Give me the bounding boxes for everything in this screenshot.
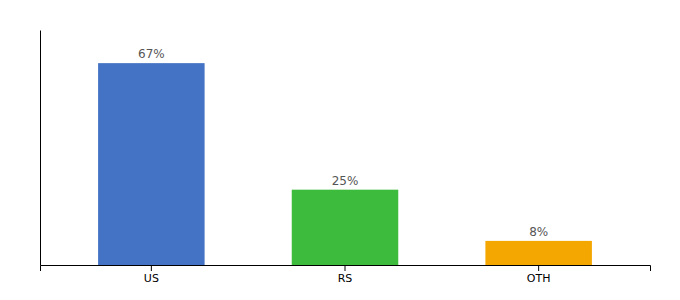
y-axis: [40, 31, 41, 266]
x-tick-label: OTH: [527, 272, 551, 285]
plot: 67% 25% 8% US RS OTH: [41, 31, 651, 285]
chart: 67% 25% 8% US RS OTH: [0, 0, 680, 300]
data-label: 25%: [332, 174, 359, 188]
bar: [485, 241, 592, 265]
x-axis: US RS OTH: [41, 265, 651, 285]
x-tick: RS: [338, 265, 353, 285]
bars: [98, 63, 592, 265]
data-labels: 67% 25% 8%: [138, 47, 548, 239]
x-axis-line: [41, 266, 651, 272]
x-tick-mark: [151, 265, 152, 271]
data-label: 8%: [529, 225, 548, 239]
y-axis-line: [40, 31, 41, 266]
x-tick-mark: [345, 265, 346, 271]
x-tick: US: [144, 265, 159, 285]
x-tick: OTH: [527, 265, 551, 285]
data-label: 67%: [138, 47, 165, 61]
x-tick-mark: [538, 265, 539, 271]
x-tick-label: US: [144, 272, 159, 285]
bar: [292, 190, 399, 265]
x-tick-label: RS: [338, 272, 353, 285]
bar: [98, 63, 205, 265]
